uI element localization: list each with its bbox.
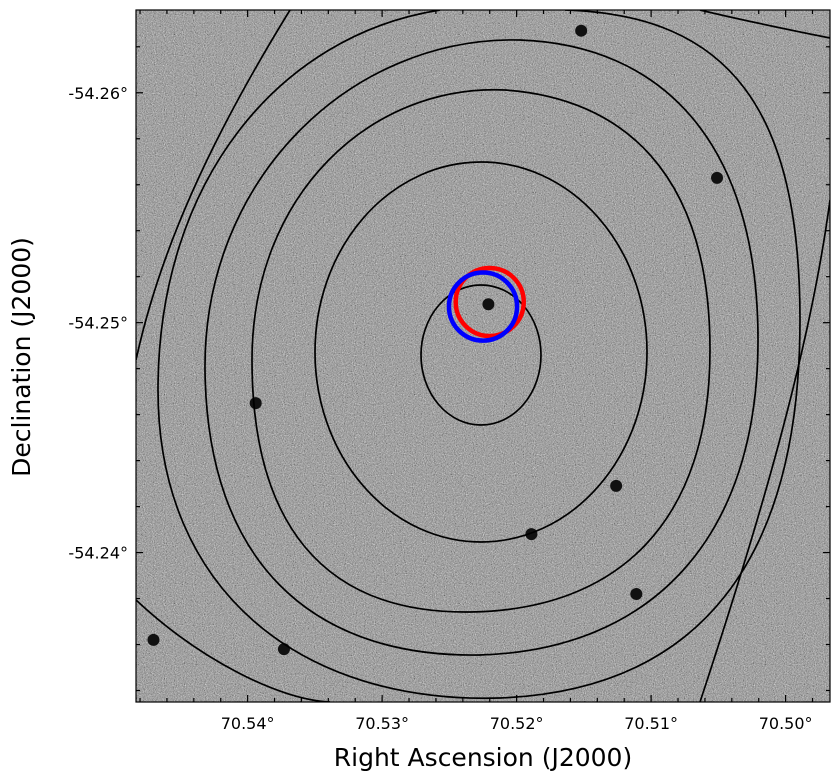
y-tick-label-3: -54.24°: [68, 544, 128, 563]
plot-frame: [135, 9, 831, 703]
contour-level-5: [157, 10, 801, 699]
image-panel: [136, 10, 830, 702]
y-axis-label: Declination (J2000): [7, 237, 36, 477]
position-marker-2: [446, 270, 520, 343]
contour-lines: [136, 10, 830, 702]
x-axis-label: Right Ascension (J2000): [334, 743, 632, 772]
point-source-6: [630, 587, 643, 600]
point-source-2: [711, 171, 724, 184]
contour-level-8: [699, 10, 830, 39]
point-source-1: [482, 298, 495, 311]
contour-level-6: [136, 10, 291, 361]
position-marker-1: [453, 265, 527, 339]
x-tick-label-2: 70.53°: [355, 714, 409, 733]
point-source-8: [147, 633, 160, 646]
y-tick-label-2: -54.25°: [68, 314, 128, 333]
axis-ticks: [136, 10, 830, 702]
x-tick-label-5: 70.50°: [759, 714, 813, 733]
y-tick-label-1: -54.26°: [68, 84, 128, 103]
x-tick-label-1: 70.54°: [221, 714, 275, 733]
position-markers: [446, 265, 527, 343]
point-source-9: [575, 24, 588, 37]
point-source-4: [610, 479, 623, 492]
axis-tick-labels: 70.54° 70.53° 70.52° 70.51° 70.50° -54.26° -54…: [68, 84, 812, 733]
contour-level-3: [251, 89, 711, 613]
contour-level-4: [204, 39, 759, 656]
x-tick-label-4: 70.51°: [624, 714, 678, 733]
contour-level-1: [420, 284, 542, 426]
noise-texture: [136, 10, 830, 702]
contour-level-2: [314, 161, 648, 543]
contour-level-7: [136, 599, 331, 702]
contour-level-9: [699, 199, 830, 702]
point-source-3: [249, 397, 262, 410]
x-tick-label-3: 70.52°: [490, 714, 544, 733]
